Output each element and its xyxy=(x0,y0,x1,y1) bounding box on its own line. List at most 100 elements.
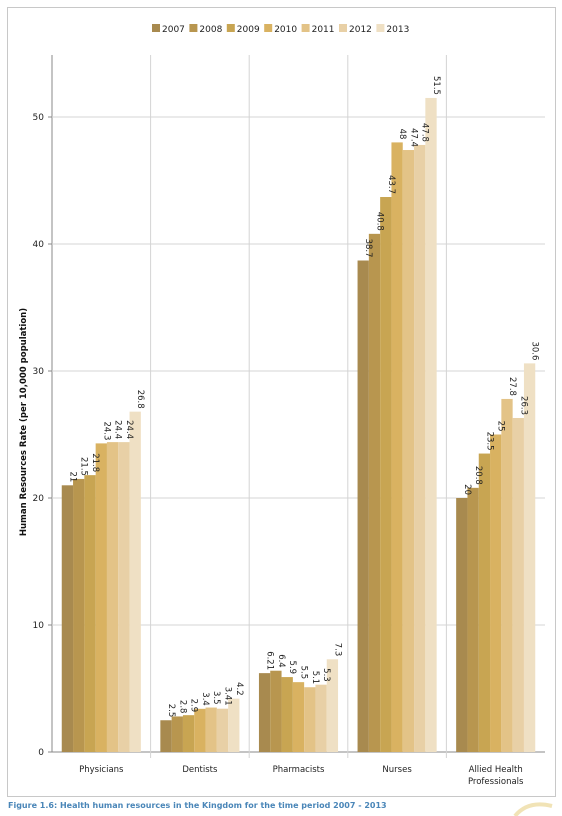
bar xyxy=(478,453,491,752)
data-label: 24.4 xyxy=(124,420,134,439)
legend-label: 2012 xyxy=(349,25,372,35)
bar xyxy=(258,673,271,752)
bar xyxy=(391,142,403,752)
data-label: 4.2 xyxy=(234,682,244,696)
bar xyxy=(402,150,415,752)
category-label: Pharmacists xyxy=(273,765,325,775)
bar xyxy=(456,498,468,752)
data-label: 47.8 xyxy=(420,123,430,142)
data-label: 47.4 xyxy=(408,128,418,147)
decorative-swoosh xyxy=(513,802,553,816)
bar xyxy=(501,398,513,752)
data-label: 25 xyxy=(496,421,506,432)
data-label: 26.3 xyxy=(518,396,528,415)
bar xyxy=(490,434,502,752)
y-tick-label: 30 xyxy=(33,367,45,377)
y-axis-label: Human Resources Rate (per 10,000 populat… xyxy=(19,308,29,536)
category-label: Physicians xyxy=(79,765,124,775)
y-tick-label: 0 xyxy=(38,748,44,758)
bar xyxy=(315,684,327,752)
data-label: 21 xyxy=(67,471,77,482)
data-label: 2.8 xyxy=(177,700,187,714)
data-label: 3.4 xyxy=(200,692,210,706)
category-label: Nurses xyxy=(382,765,412,775)
y-tick-label: 40 xyxy=(33,240,45,250)
legend-swatch xyxy=(301,24,310,32)
legend-label: 2007 xyxy=(162,25,185,35)
data-label: 26.8 xyxy=(135,390,145,409)
data-label: 6.21 xyxy=(265,651,275,670)
data-label: 24.4 xyxy=(113,420,123,439)
legend-label: 2008 xyxy=(199,25,222,35)
data-label: 43.7 xyxy=(386,175,396,194)
legend-swatch xyxy=(376,24,385,32)
bar xyxy=(194,708,206,752)
bar xyxy=(73,478,85,752)
data-label: 51.5 xyxy=(431,76,441,95)
bar xyxy=(228,698,240,752)
legend-swatch xyxy=(152,24,160,32)
data-label: 38.7 xyxy=(363,239,373,258)
bar xyxy=(512,417,524,752)
y-tick-label: 10 xyxy=(33,621,45,631)
data-label: 3.5 xyxy=(211,691,221,705)
legend-label: 2010 xyxy=(274,25,297,35)
bar xyxy=(357,260,369,752)
bar xyxy=(467,487,479,752)
bar xyxy=(380,197,392,752)
data-label: 2.5 xyxy=(166,704,176,718)
data-label: 3.41 xyxy=(223,687,233,706)
category-label: Allied Health xyxy=(469,765,523,775)
category-label: Professionals xyxy=(468,777,524,787)
y-tick-label: 20 xyxy=(33,494,45,504)
legend-swatch xyxy=(264,24,273,32)
y-tick-label: 50 xyxy=(33,113,45,123)
bar xyxy=(326,659,339,752)
legend-swatch xyxy=(226,24,235,32)
legend-swatch xyxy=(189,24,198,32)
bar xyxy=(171,716,183,752)
data-label: 20 xyxy=(462,484,472,495)
data-label: 7.3 xyxy=(332,643,342,657)
data-label: 21.8 xyxy=(90,453,100,472)
legend-label: 2013 xyxy=(386,25,409,35)
bar xyxy=(368,233,381,753)
data-label: 2.9 xyxy=(189,699,199,713)
bar xyxy=(160,720,172,752)
data-label: 24.3 xyxy=(101,421,111,440)
figure-caption: Figure 1.6: Health human resources in th… xyxy=(8,801,387,810)
figure-frame xyxy=(7,7,556,797)
bar xyxy=(118,442,130,752)
data-label: 5.3 xyxy=(321,668,331,682)
bar xyxy=(129,411,141,752)
bar xyxy=(84,475,96,752)
bar xyxy=(523,363,536,752)
y-axis-ticks: 0 10 20 30 40 50 xyxy=(33,113,45,758)
bar xyxy=(61,485,74,752)
bar xyxy=(281,677,293,752)
bar xyxy=(106,442,119,752)
legend-label: 2009 xyxy=(237,25,260,35)
bar xyxy=(292,682,305,752)
data-label: 30.6 xyxy=(530,341,540,360)
bar xyxy=(270,670,282,752)
legend: 2007 2008 2009 2010 2011 2012 2013 xyxy=(152,24,409,35)
data-label: 6.4 xyxy=(276,654,286,668)
bar xyxy=(216,708,229,752)
x-axis-categories: Physicians Dentists Pharmacists Nurses Allie… xyxy=(79,765,524,787)
bar xyxy=(425,97,437,752)
bar xyxy=(182,715,195,752)
data-label: 23.5 xyxy=(484,432,494,451)
data-label: 40.8 xyxy=(375,212,385,231)
bar xyxy=(95,443,107,752)
data-label: 5.9 xyxy=(287,661,297,675)
legend-label: 2011 xyxy=(312,25,335,35)
data-label: 5.5 xyxy=(299,666,309,680)
legend-swatch xyxy=(339,24,347,32)
category-label: Dentists xyxy=(182,765,218,775)
bars xyxy=(61,97,536,753)
data-label: 27.8 xyxy=(507,377,517,396)
data-label: 21.5 xyxy=(79,457,89,476)
